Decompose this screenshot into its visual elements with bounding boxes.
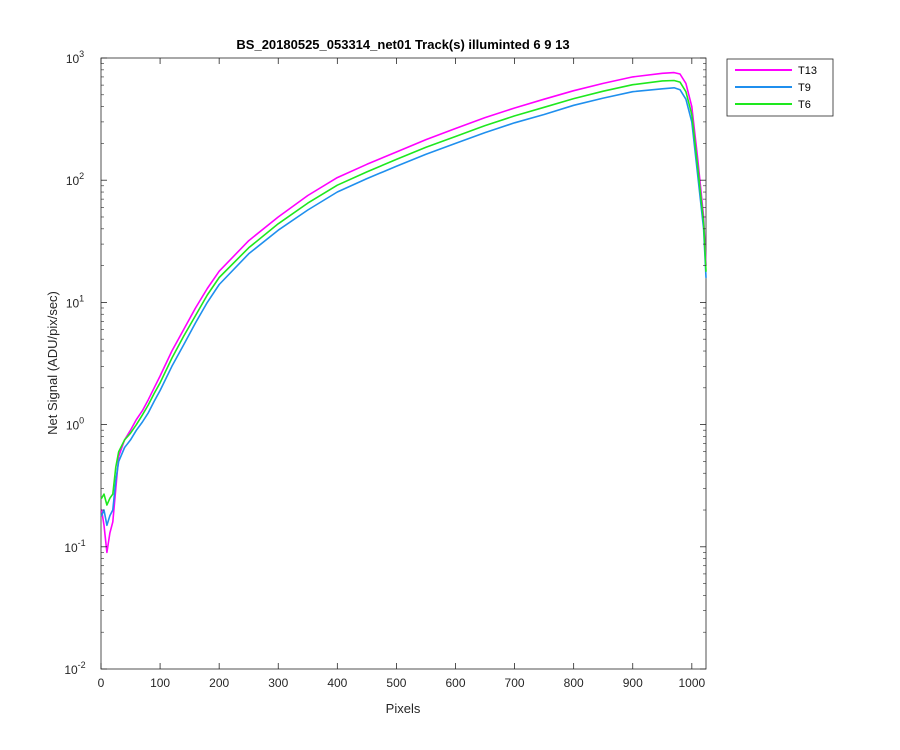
y-axis-label: Net Signal (ADU/pix/sec) xyxy=(45,291,60,435)
legend-label-t13: T13 xyxy=(798,65,817,77)
legend[interactable]: T13 T9 T6 xyxy=(726,58,834,117)
tick-layer: 0 100 200 300 400 500 600 700 800 900 1000 10-2 10-1… xyxy=(64,49,706,690)
chart-title: BS_20180525_053314_net01 Track(s) illumi… xyxy=(236,37,569,52)
x-axis-label: Pixels xyxy=(386,701,421,716)
y-tick-label: 10-2 xyxy=(64,660,85,677)
x-tick-label: 1000 xyxy=(678,676,705,690)
x-tick-label: 900 xyxy=(623,676,643,690)
x-tick-label: 0 xyxy=(98,676,105,690)
series-layer xyxy=(100,71,707,554)
y-tick-label: 102 xyxy=(66,171,84,188)
x-tick-label: 200 xyxy=(209,676,229,690)
x-tick-label: 600 xyxy=(445,676,465,690)
x-tick-label: 100 xyxy=(150,676,170,690)
y-tick-label: 103 xyxy=(66,49,84,66)
plot-area xyxy=(100,57,707,670)
series-line-t6 xyxy=(100,79,707,506)
y-tick-label: 100 xyxy=(66,416,84,433)
x-tick-label: 700 xyxy=(505,676,525,690)
x-tick-label: 500 xyxy=(386,676,406,690)
series-line-t9 xyxy=(100,87,707,527)
x-tick-label: 800 xyxy=(564,676,584,690)
legend-label-t6: T6 xyxy=(798,99,811,111)
y-tick-label: 101 xyxy=(66,293,84,310)
legend-label-t9: T9 xyxy=(798,82,811,94)
x-tick-label: 300 xyxy=(268,676,288,690)
x-tick-label: 400 xyxy=(327,676,347,690)
y-tick-label: 10-1 xyxy=(64,538,85,555)
